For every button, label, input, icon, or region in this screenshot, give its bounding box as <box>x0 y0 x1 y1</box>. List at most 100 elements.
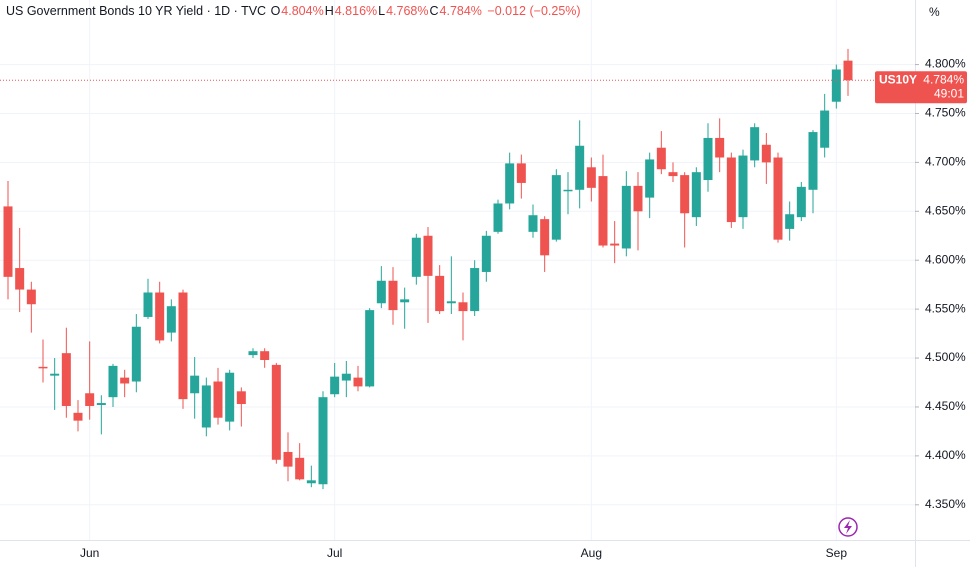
candle-body <box>563 189 573 192</box>
candle-body <box>3 206 13 277</box>
candle-body <box>201 385 211 428</box>
candle-body <box>400 299 410 303</box>
candle-body <box>458 302 468 312</box>
candle-body <box>166 306 176 333</box>
candle-body <box>283 451 293 467</box>
candle-body <box>785 214 795 229</box>
candle-body <box>761 144 771 163</box>
ohlc-value: 4.784% <box>439 4 482 18</box>
candle-body <box>330 376 340 395</box>
candle-body <box>108 365 118 398</box>
y-tick-label: 4.650% <box>925 203 966 217</box>
candles <box>3 48 853 490</box>
ohlc-value: 4.804% <box>281 4 324 18</box>
candle-body <box>493 203 503 232</box>
candle-body <box>726 157 736 223</box>
candle-body <box>691 172 701 218</box>
candle-body <box>505 163 515 204</box>
y-tick-label: 4.450% <box>925 399 966 413</box>
ohlc-value: 4.816% <box>334 4 378 18</box>
candle-body <box>773 157 783 240</box>
candle-body <box>353 377 363 387</box>
candle-body <box>820 110 830 148</box>
lightning-button[interactable] <box>838 517 858 537</box>
ohlc-label: O <box>270 4 281 18</box>
candle-body <box>225 372 235 422</box>
candle-body <box>411 237 421 277</box>
candle-body <box>376 280 386 304</box>
candle-body <box>645 159 655 198</box>
candle-body <box>715 137 725 158</box>
candle-body <box>318 397 328 485</box>
price-tag-value: 4.784% <box>923 72 964 86</box>
header: US Government Bonds 10 YR Yield · 1D · T… <box>6 4 582 18</box>
price-tag-symbol: US10Y <box>879 72 917 86</box>
candle-body <box>213 381 223 418</box>
ohlc-label: C <box>429 4 439 18</box>
candle-body <box>481 235 491 272</box>
button-circle[interactable] <box>838 517 858 537</box>
candle-body <box>586 167 596 188</box>
candle-body <box>668 172 678 177</box>
ohlc-label: L <box>378 4 386 18</box>
candle-body <box>470 268 480 312</box>
candle-body <box>248 351 258 356</box>
candle-body <box>306 480 316 484</box>
y-tick-label: 4.400% <box>925 448 966 462</box>
lightning-icon[interactable] <box>844 520 852 534</box>
candle-body <box>680 175 690 214</box>
candle-body <box>96 403 106 405</box>
candle-body <box>295 457 305 480</box>
candle-body <box>271 364 281 460</box>
candle-body <box>831 69 841 102</box>
x-tick-label: Sep <box>826 546 848 560</box>
candle-body <box>38 366 48 369</box>
y-tick-label: 4.500% <box>925 350 966 364</box>
ohlc-value: 4.768% <box>386 4 429 18</box>
y-tick-label: 4.750% <box>925 106 966 120</box>
x-tick-label: Jun <box>80 546 99 560</box>
y-tick-label: 4.350% <box>925 497 966 511</box>
candle-body <box>26 289 36 305</box>
candle-body <box>575 145 585 190</box>
candle-body <box>446 301 456 304</box>
candle-body <box>388 280 398 311</box>
candle-body <box>610 243 620 246</box>
ohlc-label: H <box>324 4 334 18</box>
candle-body <box>808 132 818 190</box>
candle-body <box>190 375 200 394</box>
candle-body <box>656 147 666 170</box>
ohlc-legend: O4.804%H4.816%L4.768%C4.784% <box>271 4 483 18</box>
candle-body <box>143 292 153 317</box>
candle-body <box>703 137 713 180</box>
candle-body <box>120 377 130 384</box>
candle-body <box>260 351 270 360</box>
candle-body <box>73 412 83 421</box>
candle-body <box>50 373 60 376</box>
candle-body <box>551 175 561 240</box>
candle-body <box>15 268 25 290</box>
candle-body <box>131 326 141 382</box>
candle-body <box>528 215 538 232</box>
grid <box>0 0 915 540</box>
candle-body <box>365 310 375 387</box>
price-tag-countdown: 49:01 <box>934 86 964 100</box>
candle-body <box>236 391 246 405</box>
candle-body <box>61 353 71 406</box>
candle-body <box>423 235 433 276</box>
candle-body <box>598 176 608 246</box>
candle-body <box>843 60 853 81</box>
axis-unit[interactable]: % <box>929 5 940 19</box>
candle-body <box>341 373 351 381</box>
candle-body <box>155 292 165 341</box>
candle-body <box>750 127 760 161</box>
y-tick-label: 4.550% <box>925 301 966 315</box>
candle-body <box>633 185 643 212</box>
candle-body <box>621 185 631 249</box>
symbol-title: US Government Bonds 10 YR Yield · 1D · T… <box>6 4 267 18</box>
candle-body <box>435 275 445 312</box>
x-tick-label: Jul <box>327 546 342 560</box>
change: −0.012 (−0.25%) <box>487 4 581 18</box>
